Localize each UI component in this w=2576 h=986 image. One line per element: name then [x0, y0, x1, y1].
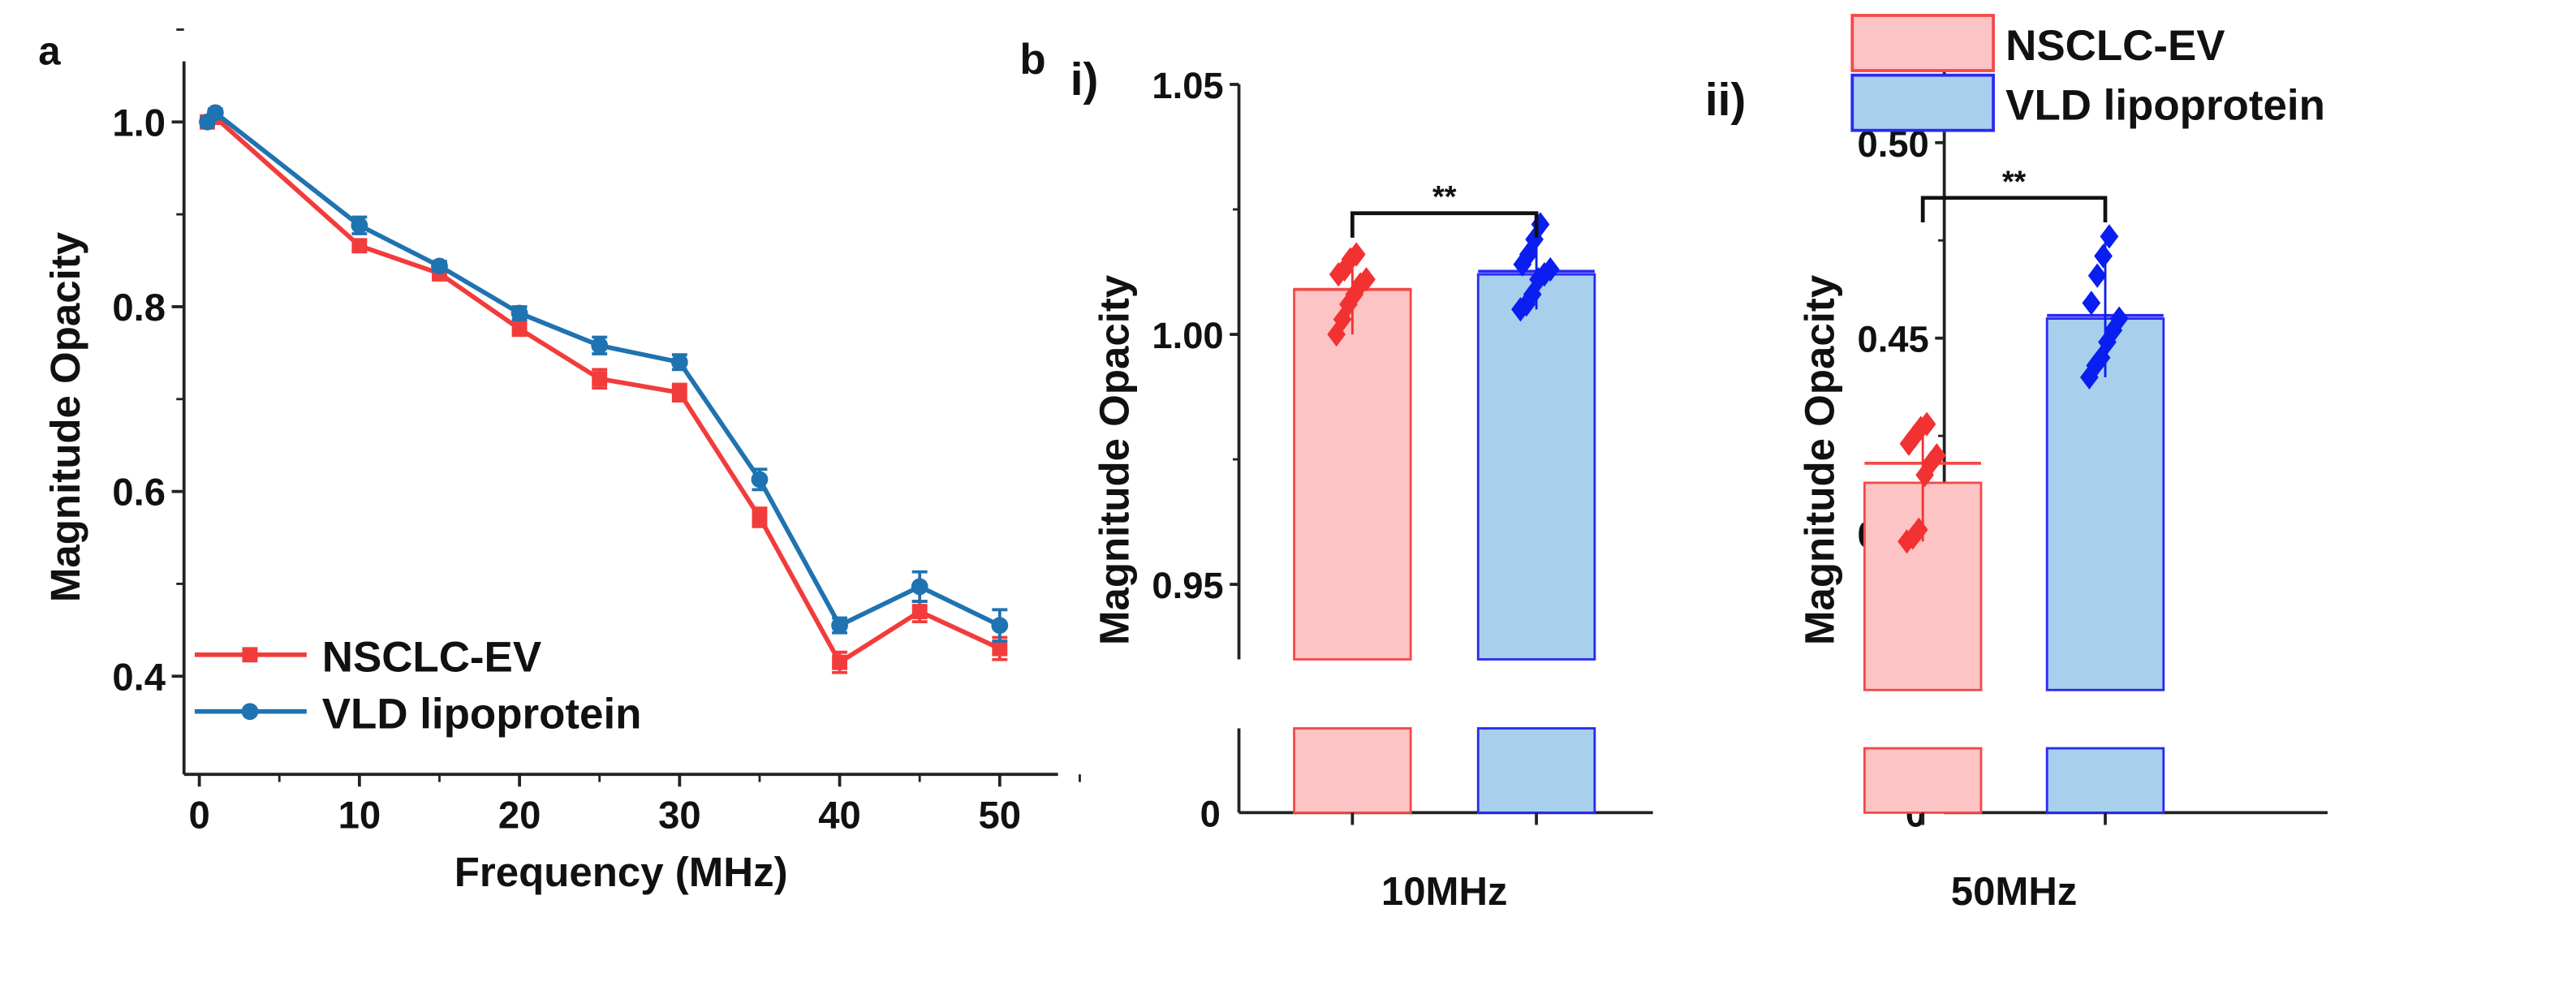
x-tick-label: 30 — [658, 794, 701, 837]
data-point — [511, 321, 528, 337]
scatter-point — [1909, 517, 1928, 542]
y-tick-label: 0.6 — [112, 471, 166, 515]
legend-label: VLD lipoprotein — [322, 691, 642, 738]
legend-marker — [242, 647, 258, 663]
bar-lower-1 — [2045, 747, 2165, 814]
legend-label: VLD lipoprotein — [2005, 81, 2325, 129]
data-point — [832, 654, 848, 670]
y-axis-title: Magnitude Opacity — [42, 231, 88, 602]
data-point — [670, 353, 688, 371]
bar-upper-1 — [1476, 273, 1596, 661]
bar-lower-1 — [1476, 727, 1596, 814]
subpanel-label: ii) — [1705, 75, 1746, 126]
bar-lower-0 — [1293, 727, 1412, 814]
scatter-point — [1917, 411, 1936, 437]
x-category-label: 50MHz — [1951, 870, 2078, 914]
data-point — [671, 385, 687, 401]
scatter-point — [1540, 256, 1560, 282]
subpanel-label: i) — [1070, 54, 1099, 105]
data-point — [751, 471, 769, 489]
panel-label-b: b — [1019, 36, 1045, 84]
legend-label: NSCLC-EV — [2005, 22, 2225, 70]
data-point — [510, 304, 528, 322]
data-point — [431, 257, 448, 275]
data-point — [831, 617, 848, 635]
significance-label: ** — [2002, 165, 2027, 199]
significance-bracket — [1350, 211, 1539, 238]
legend-swatch-1 — [1850, 73, 1995, 132]
y-tick-label: 0.45 — [1857, 319, 1928, 360]
legend-label: NSCLC-EV — [322, 634, 541, 682]
scatter-point — [1928, 443, 1946, 468]
y-tick-label: 0.4 — [112, 656, 166, 699]
panel-label-a: a — [38, 29, 61, 73]
y-axis-title: Magnitude Opacity — [1092, 274, 1138, 645]
x-tick-label: 40 — [818, 794, 861, 837]
x-tick-label: 10 — [338, 794, 381, 837]
y-tick-label: 0.95 — [1152, 565, 1223, 606]
data-point — [992, 640, 1008, 657]
x-axis-title: Frequency (MHz) — [454, 849, 788, 895]
data-point — [351, 217, 368, 235]
x-tick-label: 0 — [188, 794, 209, 837]
bar-lower-0 — [1863, 747, 1983, 814]
x-category-label: 10MHz — [1381, 870, 1508, 914]
y-tick-label: 0.8 — [112, 286, 166, 329]
data-point — [592, 371, 608, 387]
data-point — [911, 604, 928, 620]
y-tick-label: 1.05 — [1152, 65, 1223, 106]
data-point — [911, 578, 928, 596]
data-point — [351, 238, 368, 254]
scatter-point — [2082, 291, 2101, 316]
y-axis-title: Magnitude Opacity — [1797, 274, 1843, 645]
data-point — [991, 617, 1009, 635]
legend-marker — [241, 703, 259, 721]
bar-upper-0 — [1293, 288, 1412, 661]
y-tick-label: 1.00 — [1152, 315, 1223, 356]
y-tick-label: 1.0 — [112, 101, 166, 144]
significance-label: ** — [1432, 180, 1457, 214]
x-tick-label: 50 — [979, 794, 1022, 837]
legend-swatch-0 — [1850, 14, 1995, 72]
y-tick-label-zero: 0 — [1200, 793, 1221, 834]
x-tick-label: 20 — [498, 794, 541, 837]
scatter-point — [1346, 242, 1366, 267]
data-point — [206, 104, 224, 122]
bar-upper-1 — [2045, 317, 2165, 691]
data-point — [591, 337, 609, 355]
data-point — [752, 510, 768, 525]
significance-bracket — [1920, 196, 2108, 223]
